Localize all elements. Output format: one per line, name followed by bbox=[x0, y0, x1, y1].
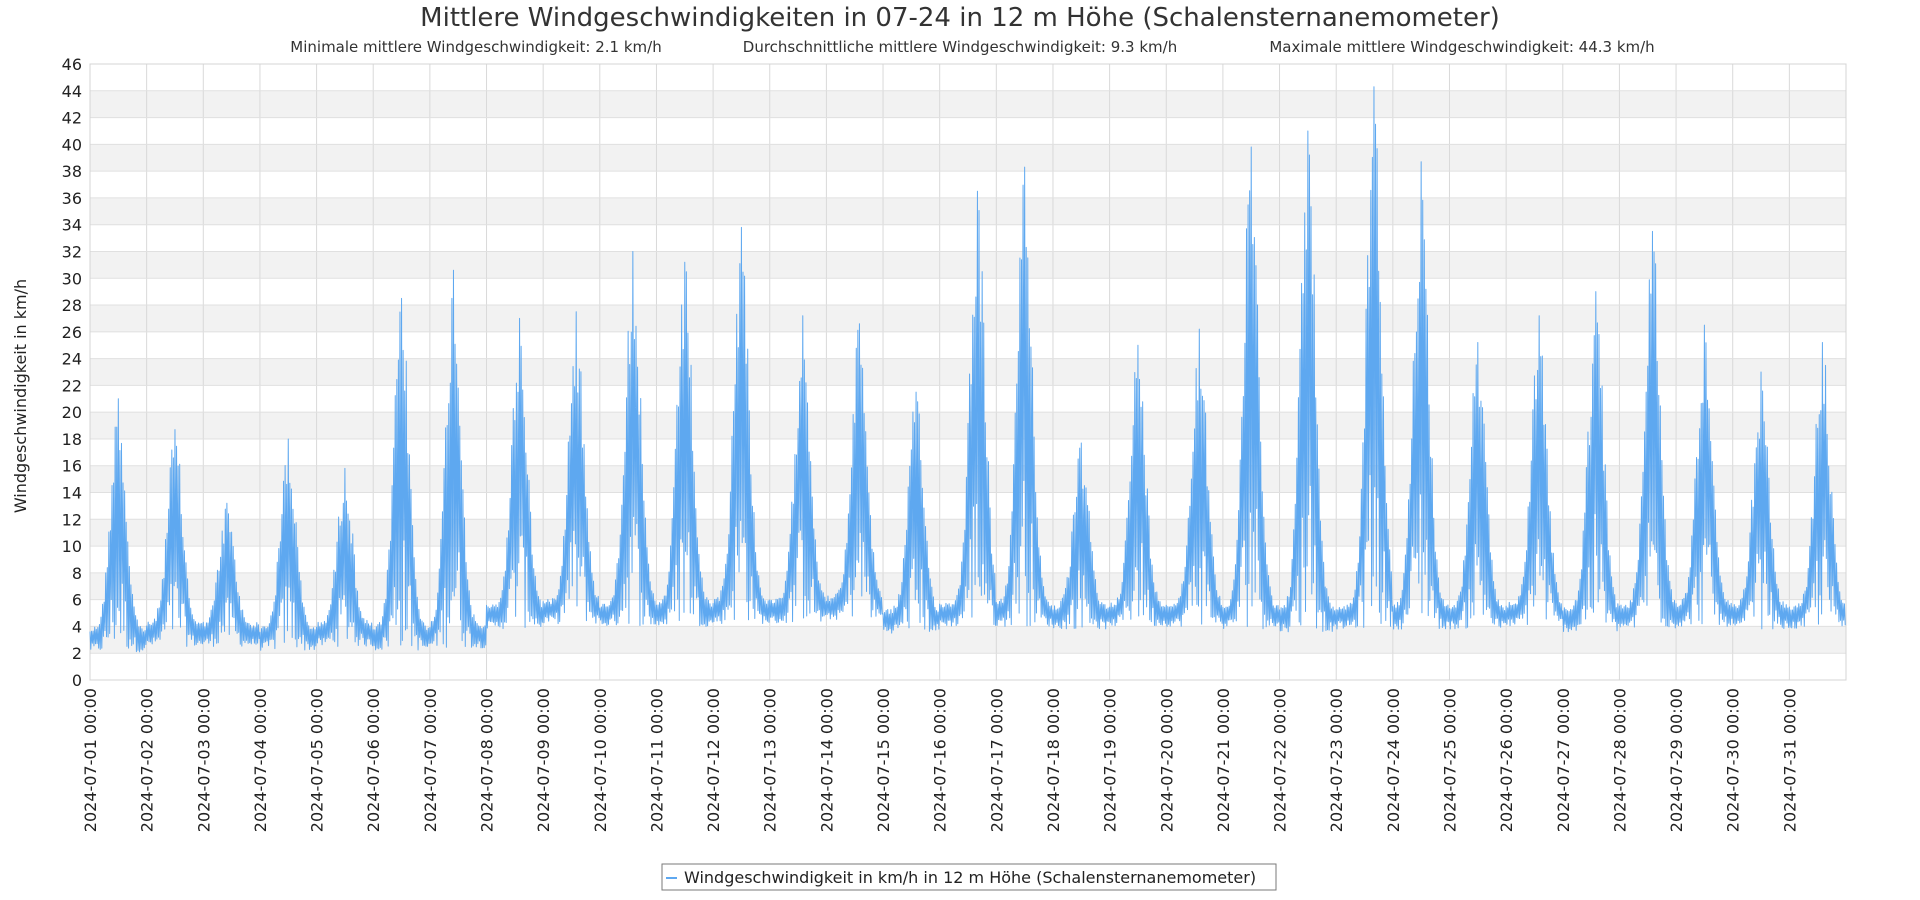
x-tick-label: 2024-07-25 00:00 bbox=[1440, 688, 1459, 832]
y-tick-label: 0 bbox=[72, 671, 82, 690]
legend-box bbox=[661, 863, 1277, 891]
y-tick-label: 16 bbox=[62, 457, 82, 476]
x-tick-label: 2024-07-11 00:00 bbox=[647, 688, 666, 832]
grid-band bbox=[90, 197, 1846, 225]
x-tick-label: 2024-07-27 00:00 bbox=[1554, 688, 1573, 832]
y-tick-label: 46 bbox=[62, 55, 82, 74]
x-tick-label: 2024-07-28 00:00 bbox=[1610, 688, 1629, 832]
x-tick-label: 2024-07-08 00:00 bbox=[478, 688, 497, 832]
x-tick-label: 2024-07-29 00:00 bbox=[1667, 688, 1686, 832]
series-line-wind-speed bbox=[89, 86, 1846, 653]
y-tick-label: 30 bbox=[62, 269, 82, 288]
x-tick-label: 2024-07-10 00:00 bbox=[591, 688, 610, 832]
x-tick-label: 2024-07-21 00:00 bbox=[1214, 688, 1233, 832]
y-tick-label: 36 bbox=[62, 189, 82, 208]
x-tick-label: 2024-07-13 00:00 bbox=[761, 688, 780, 832]
vertical-gridlines bbox=[89, 64, 1790, 680]
x-tick-label: 2024-07-19 00:00 bbox=[1101, 688, 1120, 832]
y-tick-label: 44 bbox=[62, 82, 82, 101]
y-tick-label: 38 bbox=[62, 162, 82, 181]
grid-band bbox=[90, 358, 1846, 386]
x-tick-label: 2024-07-24 00:00 bbox=[1384, 688, 1403, 832]
y-tick-label: 34 bbox=[62, 216, 82, 235]
x-tick-label: 2024-07-09 00:00 bbox=[534, 688, 553, 832]
x-tick-label: 2024-07-12 00:00 bbox=[704, 688, 723, 832]
y-tick-label: 10 bbox=[62, 537, 82, 556]
grid-band bbox=[90, 90, 1846, 118]
x-tick-label: 2024-07-03 00:00 bbox=[194, 688, 213, 832]
x-tick-label: 2024-07-17 00:00 bbox=[987, 688, 1006, 832]
subtitle-max: Maximale mittlere Windgeschwindigkeit: 4… bbox=[1269, 38, 1654, 56]
grid-band bbox=[90, 251, 1846, 279]
x-tick-label: 2024-07-15 00:00 bbox=[874, 688, 893, 832]
x-tick-label: 2024-07-07 00:00 bbox=[421, 688, 440, 832]
x-tick-label: 2024-07-26 00:00 bbox=[1497, 688, 1516, 832]
x-tick-label: 2024-07-16 00:00 bbox=[931, 688, 950, 832]
y-tick-label: 40 bbox=[62, 135, 82, 154]
y-tick-label: 26 bbox=[62, 323, 82, 342]
chart-title: Mittlere Windgeschwindigkeiten in 07-24 … bbox=[420, 3, 1500, 33]
y-tick-label: 8 bbox=[72, 564, 82, 583]
x-tick-label: 2024-07-20 00:00 bbox=[1157, 688, 1176, 832]
x-tick-label: 2024-07-23 00:00 bbox=[1327, 688, 1346, 832]
y-tick-label: 24 bbox=[62, 350, 82, 369]
y-tick-label: 42 bbox=[62, 109, 82, 128]
grid-band bbox=[90, 305, 1846, 332]
y-tick-label: 18 bbox=[62, 430, 82, 449]
subtitle-avg: Durchschnittliche mittlere Windgeschwind… bbox=[743, 38, 1177, 56]
x-tick-label: 2024-07-31 00:00 bbox=[1780, 688, 1799, 832]
x-tick-label: 2024-07-01 00:00 bbox=[81, 688, 100, 832]
y-tick-label: 20 bbox=[62, 403, 82, 422]
y-tick-label: 2 bbox=[72, 644, 82, 663]
subtitle-min: Minimale mittlere Windgeschwindigkeit: 2… bbox=[290, 38, 661, 56]
y-axis-ticks: 0246810121416182022242628303234363840424… bbox=[62, 55, 82, 690]
plot-area-border bbox=[89, 63, 1847, 681]
y-tick-label: 32 bbox=[62, 242, 82, 261]
x-tick-label: 2024-07-05 00:00 bbox=[308, 688, 327, 832]
x-tick-label: 2024-07-06 00:00 bbox=[364, 688, 383, 832]
x-tick-label: 2024-07-04 00:00 bbox=[251, 688, 270, 832]
x-tick-label: 2024-07-18 00:00 bbox=[1044, 688, 1063, 832]
grid-band bbox=[90, 144, 1846, 172]
y-tick-label: 22 bbox=[62, 376, 82, 395]
x-tick-label: 2024-07-22 00:00 bbox=[1271, 688, 1290, 832]
x-tick-label: 2024-07-02 00:00 bbox=[138, 688, 157, 832]
y-tick-label: 6 bbox=[72, 591, 82, 610]
x-tick-label: 2024-07-30 00:00 bbox=[1724, 688, 1743, 832]
legend-label: Windgeschwindigkeit in km/h in 12 m Höhe… bbox=[684, 868, 1256, 887]
y-tick-label: 28 bbox=[62, 296, 82, 315]
y-tick-label: 4 bbox=[72, 617, 82, 636]
x-tick-label: 2024-07-14 00:00 bbox=[817, 688, 836, 832]
series-group bbox=[89, 86, 1846, 653]
y-tick-label: 12 bbox=[62, 510, 82, 529]
x-axis-ticks: 2024-07-01 00:00 2024-07-02 00:00 2024-07-… bbox=[81, 688, 1799, 832]
y-axis-label: Windgeschwindigkeit in km/h bbox=[11, 279, 30, 513]
y-tick-label: 14 bbox=[62, 484, 82, 503]
legend: Windgeschwindigkeit in km/h in 12 m Höhe… bbox=[661, 863, 1277, 891]
grid-band bbox=[90, 626, 1846, 654]
